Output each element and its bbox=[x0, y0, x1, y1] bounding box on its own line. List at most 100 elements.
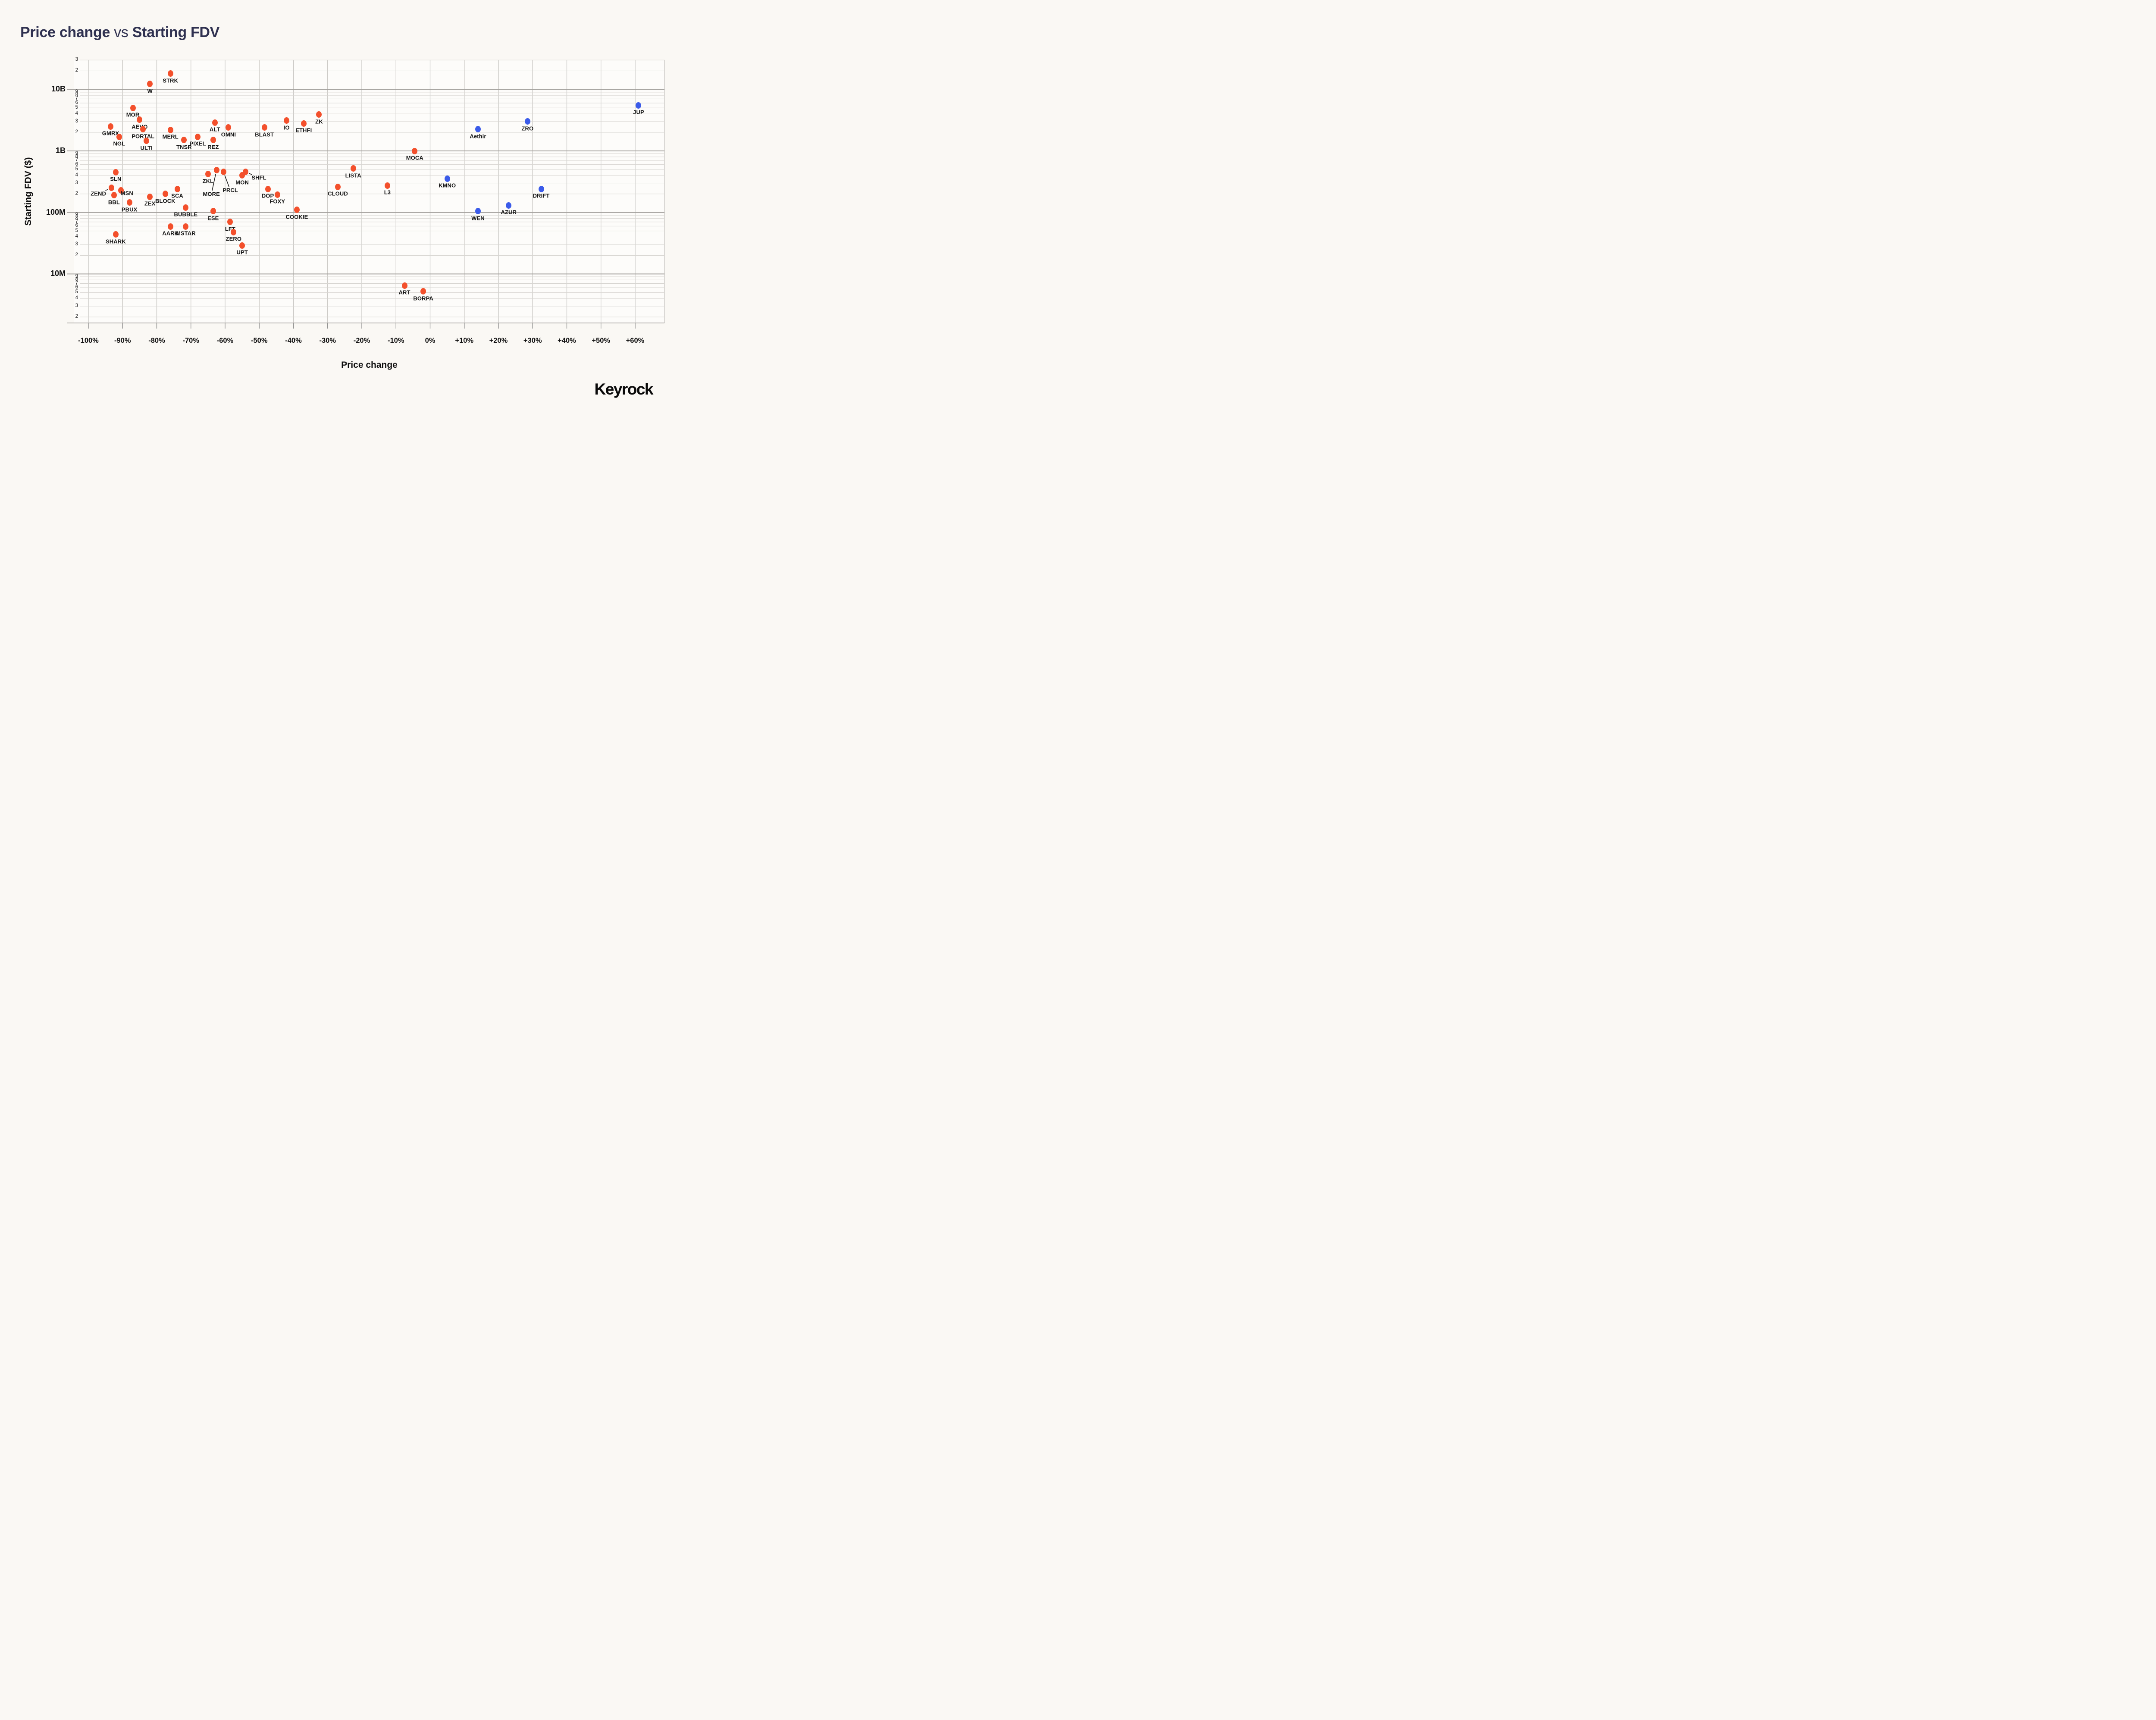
data-point-label: Aethir bbox=[470, 133, 486, 140]
data-point-dot bbox=[130, 104, 136, 111]
data-point-label: ULTI bbox=[140, 144, 153, 151]
data-point-dot bbox=[147, 81, 153, 88]
x-tick-label: +50% bbox=[592, 337, 611, 345]
data-point-dot bbox=[231, 229, 237, 235]
data-point-label: W bbox=[147, 88, 153, 94]
data-point-label: PBUX bbox=[121, 206, 138, 213]
data-point-dot bbox=[274, 191, 280, 198]
data-point-label: ZEND bbox=[91, 190, 106, 197]
data-point-label: ZKL bbox=[202, 178, 214, 185]
data-point-dot bbox=[113, 169, 119, 175]
data-point-label: MOCA bbox=[406, 154, 423, 161]
x-tick-label: -80% bbox=[148, 337, 165, 345]
page-title: Price change vs Starting FDV bbox=[20, 24, 219, 41]
leader-line bbox=[212, 173, 216, 191]
data-point-label: GMRX bbox=[102, 130, 119, 137]
data-point-dot bbox=[210, 137, 216, 144]
x-tick-label: +40% bbox=[558, 337, 576, 345]
x-tick-label: -40% bbox=[285, 337, 302, 345]
data-point-dot bbox=[167, 223, 173, 230]
y-minor-tick-label: 3 bbox=[75, 57, 78, 63]
chart-page: Price change vs Starting FDV Starting FD… bbox=[0, 0, 676, 424]
data-point-dot bbox=[210, 208, 216, 215]
keyrock-logo: Keyrock bbox=[594, 380, 653, 398]
x-tick-label: -60% bbox=[216, 337, 234, 345]
x-tick-label: -20% bbox=[353, 337, 370, 345]
data-point-dot bbox=[301, 120, 307, 127]
y-minor-tick-label: 5 bbox=[75, 228, 78, 233]
y-minor-tick-label: 2 bbox=[75, 129, 78, 135]
x-tick-label: -90% bbox=[114, 337, 131, 345]
data-point-dot bbox=[174, 185, 180, 192]
data-point-dot bbox=[212, 119, 218, 126]
data-point-dot bbox=[412, 147, 418, 154]
data-point-dot bbox=[384, 182, 390, 189]
y-minor-tick-label: 9 bbox=[75, 150, 78, 156]
data-point-dot bbox=[475, 126, 481, 133]
x-tick-label: +30% bbox=[523, 337, 542, 345]
y-minor-tick-label: 4 bbox=[75, 295, 78, 301]
data-point-label: KMNO bbox=[439, 182, 456, 189]
data-point-dot bbox=[116, 133, 122, 140]
data-point-label: PIXEL bbox=[189, 140, 206, 147]
leader-line bbox=[105, 189, 108, 191]
data-point-dot bbox=[108, 123, 113, 130]
y-minor-tick-label: 8 bbox=[75, 215, 78, 221]
x-tick-label: -10% bbox=[387, 337, 404, 345]
leader-line bbox=[224, 175, 229, 187]
data-point-dot bbox=[137, 116, 143, 123]
data-point-dot bbox=[294, 207, 300, 213]
data-point-label: SCA bbox=[171, 192, 183, 199]
data-point-label: WEN bbox=[471, 215, 485, 222]
data-point-dot bbox=[118, 187, 124, 194]
data-point-label: SLN bbox=[110, 175, 122, 182]
data-point-label: SHARK bbox=[106, 238, 126, 245]
y-minor-tick-label: 5 bbox=[75, 289, 78, 295]
y-minor-tick-label: 6 bbox=[75, 100, 78, 105]
data-point-label: FOXY bbox=[270, 198, 285, 205]
y-minor-tick-label: 3 bbox=[75, 303, 78, 308]
y-minor-tick-label: 8 bbox=[75, 92, 78, 98]
data-point-label: ZK bbox=[315, 118, 323, 125]
data-point-label: NGL bbox=[113, 140, 125, 147]
data-point-label: ETHFI bbox=[295, 127, 312, 134]
y-minor-tick-label: 3 bbox=[75, 180, 78, 185]
y-minor-tick-label: 6 bbox=[75, 161, 78, 167]
data-point-dot bbox=[147, 193, 153, 200]
x-tick-label: +60% bbox=[626, 337, 645, 345]
data-point-dot bbox=[261, 124, 267, 131]
data-point-dot bbox=[183, 223, 189, 230]
data-point-label: DRIFT bbox=[533, 192, 550, 199]
data-point-label: DOP bbox=[261, 192, 274, 199]
x-axis-title: Price change bbox=[341, 360, 398, 370]
data-point-label: OMNI bbox=[221, 131, 236, 138]
data-point-dot bbox=[126, 199, 132, 206]
data-point-label: ESE bbox=[207, 215, 219, 222]
data-point-label: PRCL bbox=[222, 187, 238, 194]
data-point-dot bbox=[144, 138, 150, 144]
y-minor-tick-label: 9 bbox=[75, 212, 78, 218]
y-minor-tick-label: 5 bbox=[75, 166, 78, 172]
y-minor-tick-label: 6 bbox=[75, 223, 78, 229]
data-point-dot bbox=[167, 126, 173, 133]
y-minor-tick-label: 4 bbox=[75, 111, 78, 116]
x-tick-label: -50% bbox=[251, 337, 268, 345]
y-minor-tick-label: 7 bbox=[75, 157, 78, 163]
data-point-label: MON bbox=[235, 179, 249, 186]
title-part-bold-2: Starting FDV bbox=[132, 24, 220, 41]
data-point-dot bbox=[401, 282, 407, 289]
gridlines-layer bbox=[67, 60, 665, 329]
data-point-dot bbox=[239, 242, 245, 249]
data-point-dot bbox=[140, 126, 146, 133]
data-point-label: UPT bbox=[236, 249, 248, 256]
y-major-tick-label: 1B bbox=[55, 146, 66, 155]
data-point-label: COOKIE bbox=[285, 213, 308, 220]
data-point-label: AZUR bbox=[501, 209, 517, 216]
data-point-dot bbox=[220, 168, 226, 175]
data-point-label: BUBBLE bbox=[174, 211, 198, 218]
data-point-label: TNSR bbox=[176, 144, 192, 150]
data-point-dot bbox=[183, 204, 189, 211]
y-minor-tick-label: 7 bbox=[75, 219, 78, 224]
data-point-dot bbox=[195, 133, 201, 140]
data-point-dot bbox=[420, 288, 426, 295]
